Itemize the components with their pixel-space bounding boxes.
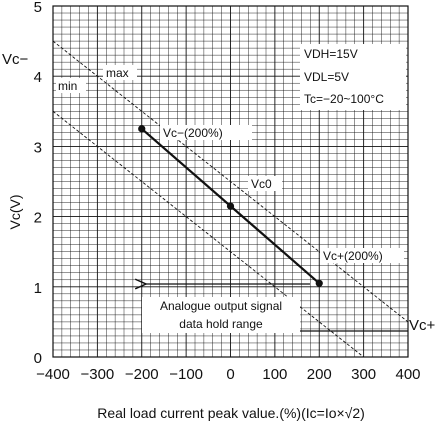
series-line-max [53,40,408,323]
data-point-0 [138,125,146,133]
x-tick-label: −300 [80,366,114,383]
x-tick-label: 100 [262,366,287,383]
vc-minus-label: Vc− [2,51,29,68]
plot-frame [52,5,409,358]
x-tick-labels: −400 −300 −200 −100 0 100 200 300 400 [36,366,420,383]
y-tick-labels: 0 1 2 3 4 5 [34,0,42,367]
y-axis-label: Vc(V) [7,195,23,230]
x-axis-label: Real load current peak value.(%)(Ic=Io×√… [97,405,365,421]
condition-vdl: VDL=5V [304,70,349,84]
condition-tc: Tc=−20~100°C [304,92,384,106]
hold-range-line-1: Analogue output signal [160,299,282,313]
y-tick-label: 2 [34,210,42,227]
point-label-vc0: Vc0 [251,177,272,191]
data-point-2 [315,279,323,287]
y-tick-label: 4 [34,69,42,86]
y-tick-label: 3 [34,139,42,156]
points-layer [138,125,323,287]
y-tick-label: 0 [34,350,42,367]
point-label-vc-plus-200: Vc+(200%) [323,249,383,263]
vc-plus-label: Vc+ [409,317,436,334]
condition-vdh: VDH=15V [304,47,358,61]
conditions-box: VDH=15V VDL=5V Tc=−20~100°C [300,44,406,110]
x-tick-label: 200 [307,366,332,383]
x-tick-label: 0 [226,366,234,383]
y-tick-label: 5 [34,0,42,16]
point-label-vc-minus-200: Vc−(200%) [163,126,223,140]
min-label: min [58,79,77,93]
hold-range-line-2: data hold range [179,317,263,331]
series-line-min [53,110,365,357]
x-tick-label: −200 [125,366,159,383]
x-tick-label: −100 [169,366,203,383]
x-tick-label: 400 [395,366,420,383]
data-point-1 [226,202,235,210]
max-label: max [106,66,129,80]
y-tick-label: 1 [34,280,42,297]
x-tick-label: −400 [36,366,70,383]
x-tick-label: 300 [351,366,376,383]
